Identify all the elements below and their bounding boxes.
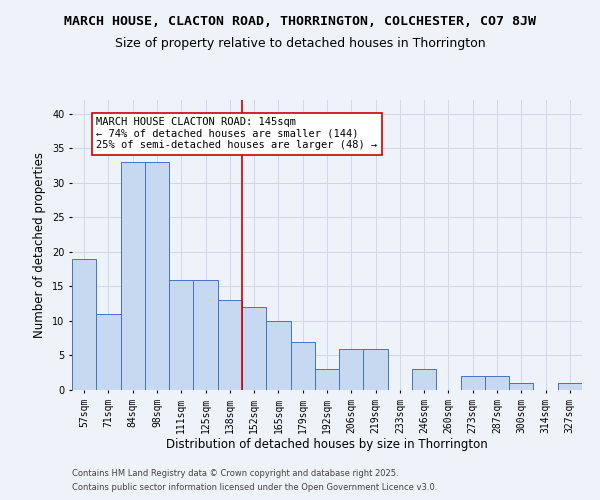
Bar — [315, 370, 339, 390]
Bar — [193, 280, 218, 390]
Bar — [145, 162, 169, 390]
Bar — [266, 321, 290, 390]
Bar — [96, 314, 121, 390]
Bar — [218, 300, 242, 390]
Bar — [509, 383, 533, 390]
Bar — [558, 383, 582, 390]
Bar — [121, 162, 145, 390]
Bar — [290, 342, 315, 390]
Bar — [485, 376, 509, 390]
Text: MARCH HOUSE, CLACTON ROAD, THORRINGTON, COLCHESTER, CO7 8JW: MARCH HOUSE, CLACTON ROAD, THORRINGTON, … — [64, 15, 536, 28]
Bar — [461, 376, 485, 390]
Bar — [364, 348, 388, 390]
Bar — [339, 348, 364, 390]
Text: MARCH HOUSE CLACTON ROAD: 145sqm
← 74% of detached houses are smaller (144)
25% : MARCH HOUSE CLACTON ROAD: 145sqm ← 74% o… — [96, 118, 377, 150]
Text: Size of property relative to detached houses in Thorrington: Size of property relative to detached ho… — [115, 38, 485, 51]
Text: Contains public sector information licensed under the Open Government Licence v3: Contains public sector information licen… — [72, 484, 437, 492]
Bar — [72, 259, 96, 390]
Bar — [169, 280, 193, 390]
Y-axis label: Number of detached properties: Number of detached properties — [34, 152, 46, 338]
Bar — [412, 370, 436, 390]
Bar — [242, 307, 266, 390]
Text: Contains HM Land Registry data © Crown copyright and database right 2025.: Contains HM Land Registry data © Crown c… — [72, 468, 398, 477]
X-axis label: Distribution of detached houses by size in Thorrington: Distribution of detached houses by size … — [166, 438, 488, 452]
